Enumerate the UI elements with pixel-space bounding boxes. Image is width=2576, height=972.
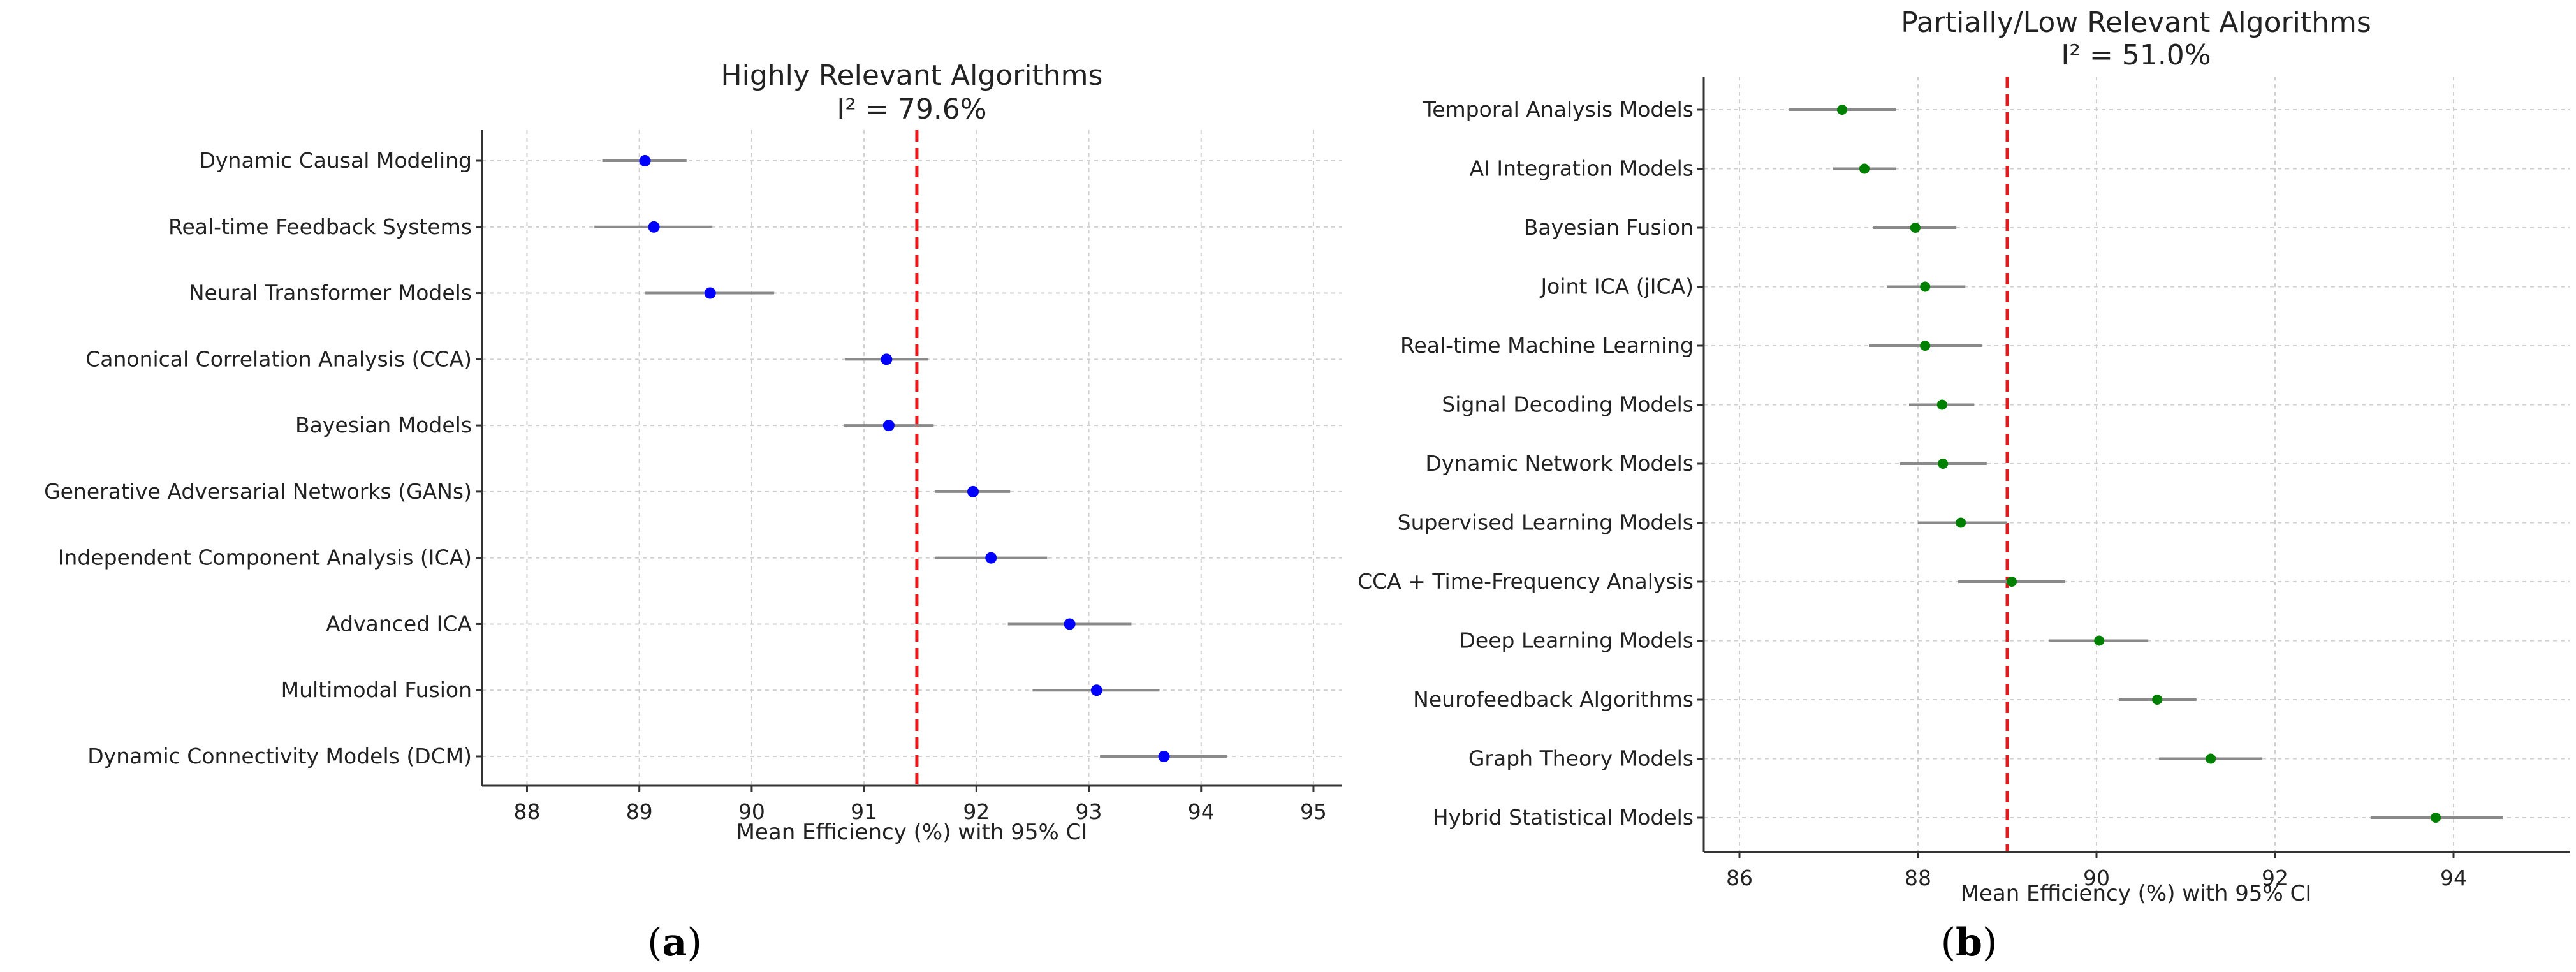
a-y-tick-label-2: Neural Transformer Models	[189, 281, 472, 306]
b-point-0	[1837, 105, 1847, 115]
b-x-tick-label-2: 90	[2083, 865, 2110, 890]
panel-a-x-tick-labels: 88 89 90 91 92 93 94 95	[513, 786, 1327, 824]
b-x-tick-label-1: 88	[1905, 865, 1931, 890]
a-point-1	[648, 221, 660, 233]
a-y-tick-label-9: Dynamic Connectivity Models (DCM)	[87, 744, 472, 769]
b-point-1	[1859, 163, 1870, 174]
a-point-2	[704, 287, 716, 299]
a-x-tick-label-1: 89	[626, 799, 653, 824]
panel-a-y-tick-labels: Dynamic Causal Modeling Real-time Feedbac…	[44, 148, 482, 769]
b-y-tick-label-2: Bayesian Fusion	[1524, 215, 1694, 240]
b-x-tick-label-0: 86	[1726, 865, 1753, 890]
b-point-10	[2152, 695, 2163, 705]
panel-a-data-marks	[594, 155, 1227, 762]
a-point-3	[881, 353, 893, 365]
b-y-tick-label-4: Real-time Machine Learning	[1400, 333, 1694, 358]
b-y-tick-label-7: Supervised Learning Models	[1398, 510, 1694, 535]
b-y-tick-label-12: Hybrid Statistical Models	[1433, 805, 1694, 830]
b-y-tick-label-11: Graph Theory Models	[1468, 746, 1694, 771]
b-x-tick-label-3: 92	[2262, 865, 2288, 890]
a-point-4	[882, 420, 895, 432]
panel-a-label: (a)	[647, 920, 702, 965]
a-y-tick-label-8: Multimodal Fusion	[281, 677, 472, 702]
a-x-tick-label-3: 91	[851, 799, 877, 824]
b-y-tick-label-6: Dynamic Network Models	[1425, 451, 1694, 476]
panel-b-label: (b)	[1941, 920, 1998, 965]
a-x-tick-label-4: 92	[963, 799, 990, 824]
a-point-8	[1090, 684, 1102, 696]
panel-b-subtitle: I² = 51.0%	[2061, 39, 2211, 71]
panel-a-axes	[481, 130, 1342, 787]
b-y-tick-label-1: AI Integration Models	[1470, 156, 1694, 181]
panel-b-x-tick-labels: 86 88 90 92 94	[1726, 852, 2467, 890]
b-point-8	[2007, 577, 2017, 587]
b-point-7	[1956, 517, 1966, 528]
panel-b-data-marks	[1789, 105, 2503, 823]
b-point-2	[1910, 223, 1921, 233]
a-x-tick-label-5: 93	[1076, 799, 1102, 824]
panel-a-x-axis-label: Mean Efficiency (%) with 95% CI	[736, 820, 1088, 845]
b-x-tick-label-4: 94	[2440, 865, 2467, 890]
a-y-tick-label-4: Bayesian Models	[295, 413, 472, 438]
b-point-4	[1920, 341, 1931, 351]
a-y-tick-label-0: Dynamic Causal Modeling	[200, 148, 472, 173]
b-y-tick-label-8: CCA + Time-Frequency Analysis	[1358, 569, 1694, 594]
a-x-tick-label-0: 88	[513, 799, 540, 824]
b-y-tick-label-5: Signal Decoding Models	[1442, 392, 1694, 417]
panel-b-x-axis-label: Mean Efficiency (%) with 95% CI	[1961, 881, 2312, 906]
panel-a-title: Highly Relevant Algorithms	[721, 59, 1103, 92]
a-y-tick-label-6: Independent Component Analysis (ICA)	[58, 545, 472, 570]
b-point-9	[2094, 635, 2105, 646]
panel-a-chart: Highly Relevant Algorithms I² = 79.6% Dy…	[44, 59, 1342, 965]
a-y-tick-label-5: Generative Adversarial Networks (GANs)	[44, 479, 472, 504]
b-y-tick-label-0: Temporal Analysis Models	[1423, 97, 1694, 122]
a-point-5	[967, 485, 979, 497]
b-point-3	[1920, 281, 1931, 292]
panel-b-gridlines	[1704, 77, 2570, 852]
b-point-11	[2206, 753, 2216, 764]
panel-a-letter: a	[662, 920, 687, 965]
a-y-tick-label-3: Canonical Correlation Analysis (CCA)	[85, 346, 472, 371]
b-point-5	[1936, 399, 1947, 410]
b-y-tick-label-9: Deep Learning Models	[1460, 628, 1694, 653]
panel-b-chart: Partially/Low Relevant Algorithms I² = 5…	[1358, 6, 2570, 965]
a-y-tick-label-7: Advanced ICA	[326, 611, 472, 636]
panel-b-title: Partially/Low Relevant Algorithms	[1901, 6, 2371, 39]
panel-b-y-tick-labels: Temporal Analysis Models AI Integration M…	[1358, 97, 1704, 830]
a-x-tick-label-7: 95	[1300, 799, 1327, 824]
b-y-tick-label-3: Joint ICA (jICA)	[1539, 274, 1694, 299]
panel-b-letter: b	[1956, 920, 1982, 965]
a-x-tick-label-2: 90	[738, 799, 765, 824]
panel-a-gridlines	[482, 130, 1342, 786]
b-y-tick-label-10: Neurofeedback Algorithms	[1413, 687, 1694, 712]
b-point-6	[1938, 459, 1949, 469]
b-point-12	[2431, 813, 2441, 823]
a-point-6	[985, 552, 997, 564]
a-point-7	[1064, 618, 1076, 630]
a-point-0	[639, 155, 651, 166]
a-x-tick-label-6: 94	[1188, 799, 1215, 824]
a-point-9	[1158, 751, 1170, 762]
panel-a-subtitle: I² = 79.6%	[837, 93, 986, 126]
a-y-tick-label-1: Real-time Feedback Systems	[168, 214, 472, 239]
